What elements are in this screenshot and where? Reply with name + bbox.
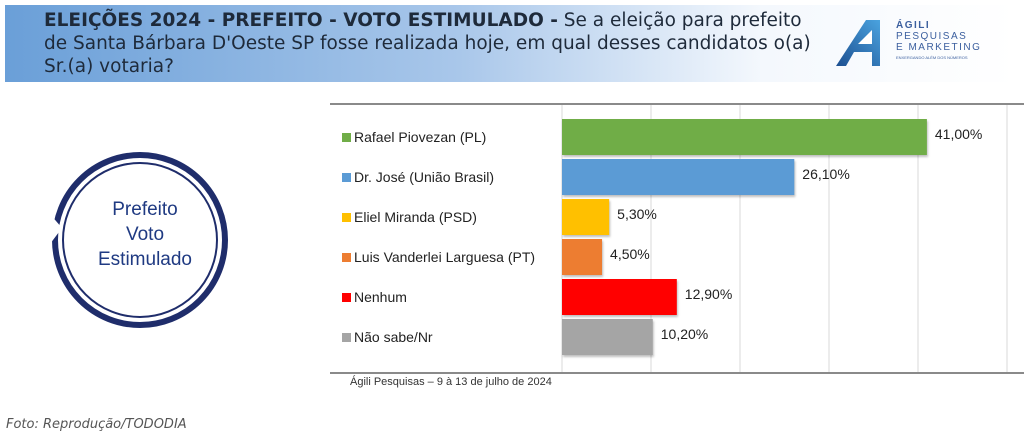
category-text: Rafael Piovezan (PL) — [354, 129, 487, 145]
circle-line3: Estimulado — [98, 249, 192, 270]
bar — [562, 199, 610, 235]
source-note: Ágili Pesquisas – 9 à 13 de julho de 202… — [350, 376, 552, 388]
chart-svg — [561, 105, 1008, 372]
category-label: Rafael Piovezan (PL) — [342, 129, 486, 145]
category-label: Não sabe/Nr — [342, 329, 433, 345]
logo-a-icon — [836, 20, 880, 66]
circle-line1: Prefeito — [112, 199, 178, 220]
logo-tagline: ENXERGANDO ALÉM DOS NÚMEROS — [896, 55, 968, 60]
category-label: Eliel Miranda (PSD) — [342, 209, 477, 225]
category-label: Dr. José (União Brasil) — [342, 169, 494, 185]
category-text: Nenhum — [354, 289, 407, 305]
legend-swatch — [342, 133, 351, 142]
category-label: Luis Vanderlei Larguesa (PT) — [342, 249, 535, 265]
logo-line1: ÁGILI — [896, 20, 931, 31]
category-label: Nenhum — [342, 289, 407, 305]
header-banner — [5, 5, 1015, 82]
data-label: 5,30% — [617, 206, 657, 222]
data-label: 12,90% — [684, 286, 733, 302]
page-title: ELEIÇÕES 2024 - PREFEITO - VOTO ESTIMULA… — [44, 9, 824, 78]
data-label: 10,20% — [660, 326, 709, 342]
logo-line3: E MARKETING — [896, 42, 982, 53]
photo-credit: Foto: Reprodução/TODODIA — [6, 417, 187, 432]
data-label: 41,00% — [934, 126, 983, 142]
category-text: Dr. José (União Brasil) — [354, 169, 495, 185]
logo-line2: PESQUISAS — [896, 31, 968, 42]
bar — [562, 119, 927, 155]
legend-swatch — [342, 333, 351, 342]
title-question: Se a eleição para prefeito de Santa Bárb… — [44, 10, 811, 77]
legend-swatch — [342, 213, 351, 222]
arrow-icon — [50, 214, 62, 244]
bar — [562, 159, 795, 195]
bar — [562, 239, 603, 275]
legend-swatch — [342, 253, 351, 262]
agili-logo: ÁGILI PESQUISAS E MARKETING ENXERGANDO A… — [836, 18, 1016, 70]
circle-label: Prefeito Voto Estimulado — [70, 197, 220, 272]
legend-swatch — [342, 173, 351, 182]
data-label: 26,10% — [802, 166, 850, 182]
bar — [562, 279, 677, 315]
category-text: Eliel Miranda (PSD) — [354, 209, 477, 225]
circle-line2: Voto — [125, 224, 165, 245]
category-text: Não sabe/Nr — [354, 329, 433, 345]
legend-swatch — [342, 293, 351, 302]
bar-chart: Rafael Piovezan (PL) 41,00% Dr. José (Uniã… — [330, 103, 1024, 374]
title-bold: ELEIÇÕES 2024 - PREFEITO - VOTO ESTIMULA… — [44, 10, 558, 31]
bar — [562, 319, 653, 355]
circle-badge — [50, 152, 228, 328]
category-text: Luis Vanderlei Larguesa (PT) — [354, 249, 536, 265]
data-label: 4,50% — [610, 246, 650, 262]
